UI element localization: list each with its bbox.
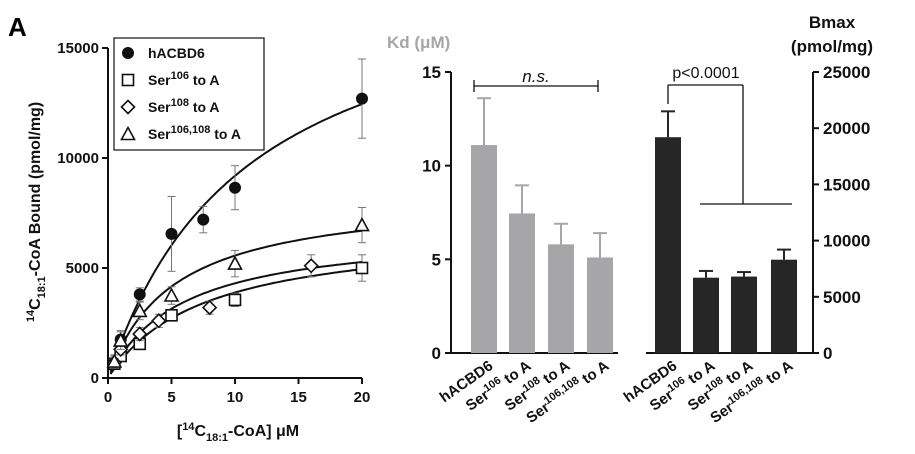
data-point-series-1 bbox=[133, 288, 146, 301]
kd-tick-label: 0 bbox=[432, 344, 441, 363]
fit-curve-2 bbox=[109, 268, 363, 375]
x-axis-title: [14C18:1-CoA] μM bbox=[177, 421, 299, 444]
legend-box bbox=[113, 37, 265, 151]
data-point-series-1 bbox=[165, 227, 178, 240]
bars bbox=[471, 97, 797, 353]
kd-tick-label: 5 bbox=[432, 250, 441, 269]
legend: hACBD6 Ser106 to A Ser108 to A Ser106,108 t… bbox=[113, 37, 265, 151]
bmax-tick-label: 25000 bbox=[823, 63, 870, 82]
data-point-series-4 bbox=[106, 353, 123, 368]
data-point-series-4 bbox=[112, 332, 129, 347]
data-point-series-3 bbox=[303, 258, 319, 274]
bmax-tick-label: 15000 bbox=[823, 175, 870, 194]
data-point-series-3 bbox=[132, 326, 148, 342]
bmax-tick-label: 0 bbox=[823, 344, 832, 363]
bmax-tick-label: 20000 bbox=[823, 119, 870, 138]
x-tick-label: 0 bbox=[104, 389, 112, 406]
bar-kd-3 bbox=[548, 244, 574, 353]
legend-marker-4 bbox=[120, 125, 136, 141]
bmax-tick-label: 5000 bbox=[823, 288, 861, 307]
bmax-axis-title-line2: (pmol/mg) bbox=[791, 37, 873, 56]
bar-kd-1 bbox=[471, 145, 497, 353]
binding-axes: 0 5000 10000 15000 0 5 10 15 20 bbox=[57, 40, 370, 406]
data-point-series-3 bbox=[201, 299, 218, 316]
kd-tick-label: 10 bbox=[422, 157, 441, 176]
y-tick-label: 0 bbox=[91, 370, 99, 387]
bar-bmax-3 bbox=[731, 276, 757, 353]
data-point-series-4 bbox=[131, 302, 148, 318]
y-tick-label: 10000 bbox=[57, 150, 99, 167]
bar-kd-2 bbox=[509, 213, 535, 353]
data-point-series-4 bbox=[163, 287, 180, 302]
binding-curve-plot: 0 5000 10000 15000 0 5 10 15 20 hACBD6 Ser106 to … bbox=[25, 37, 370, 444]
fit-curve-3 bbox=[109, 261, 363, 374]
data-point-series-4 bbox=[354, 216, 370, 232]
kd-bmax-bar-chart: Kd (μM) Bmax (pmol/mg) 0 5 10 15 0 5000 10000 1… bbox=[387, 13, 873, 427]
legend-label-4: Ser106,108 to A bbox=[148, 124, 241, 142]
legend-label-2: Ser106 to A bbox=[148, 70, 220, 88]
data-point-series-1 bbox=[356, 92, 368, 105]
legend-marker-3 bbox=[120, 99, 136, 115]
x-tick-label: 10 bbox=[227, 389, 244, 406]
data-point-series-4 bbox=[227, 255, 243, 270]
fit-curve-4 bbox=[109, 229, 363, 372]
data-point-series-3 bbox=[151, 313, 167, 329]
significance-annotations: n.s. p<0.0001 bbox=[473, 65, 792, 205]
data-point-series-2 bbox=[165, 308, 178, 322]
data-point-series-2 bbox=[228, 293, 242, 307]
data-point-series-2 bbox=[355, 261, 369, 275]
panel-label: A bbox=[8, 12, 27, 42]
y-tick-label: 15000 bbox=[57, 40, 99, 57]
y-axis-title: 14C18:1-CoA Bound (pmol/mg) bbox=[25, 102, 48, 322]
x-tick-label: 15 bbox=[290, 389, 307, 406]
kd-axis-title: Kd (μM) bbox=[387, 33, 450, 52]
legend-label-3: Ser108 to A bbox=[148, 97, 220, 115]
kd-tick-label: 15 bbox=[422, 63, 441, 82]
bmax-tick-label: 10000 bbox=[823, 232, 870, 251]
p-value-annotation: p<0.0001 bbox=[672, 65, 739, 82]
legend-label-1: hACBD6 bbox=[148, 45, 205, 61]
bar-bmax-4 bbox=[771, 259, 797, 353]
legend-marker-2 bbox=[121, 73, 135, 87]
legend-marker-1 bbox=[122, 47, 134, 59]
y-tick-label: 5000 bbox=[66, 260, 99, 277]
ns-annotation: n.s. bbox=[522, 67, 549, 86]
x-tick-label: 5 bbox=[167, 389, 175, 406]
bmax-axis-title-line1: Bmax bbox=[809, 13, 856, 32]
data-point-series-1 bbox=[197, 213, 210, 226]
bar-bmax-1 bbox=[655, 137, 681, 353]
bar-kd-4 bbox=[587, 257, 613, 353]
data-points bbox=[106, 58, 370, 371]
bar-bmax-2 bbox=[693, 277, 719, 353]
x-tick-label: 20 bbox=[354, 389, 371, 406]
data-point-series-1 bbox=[229, 181, 241, 194]
fit-curve-1 bbox=[109, 103, 363, 371]
